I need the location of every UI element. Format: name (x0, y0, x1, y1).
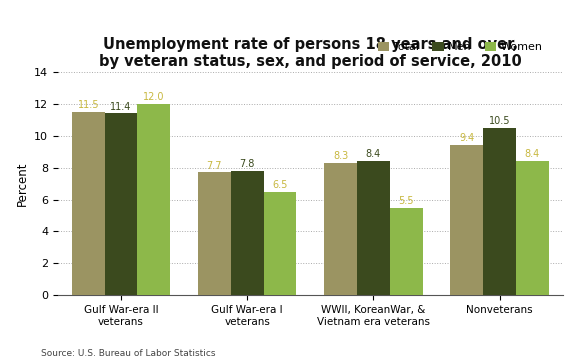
Legend: Total, Men, Women: Total, Men, Women (373, 37, 547, 57)
Text: 6.5: 6.5 (273, 180, 288, 190)
Y-axis label: Percent: Percent (16, 161, 28, 206)
Text: 9.4: 9.4 (459, 134, 474, 143)
Text: 8.3: 8.3 (333, 151, 348, 161)
Bar (357, 161, 390, 295)
Text: 10.5: 10.5 (489, 116, 510, 126)
Bar (516, 161, 549, 295)
Text: 7.7: 7.7 (206, 161, 222, 171)
Text: 5.5: 5.5 (398, 195, 414, 206)
Text: Source: U.S. Bureau of Labor Statistics: Source: U.S. Bureau of Labor Statistics (41, 349, 215, 358)
Bar (231, 171, 264, 295)
Bar (72, 112, 104, 295)
Text: 8.4: 8.4 (366, 149, 381, 159)
Bar (137, 104, 171, 295)
Bar (104, 113, 137, 295)
Text: 11.5: 11.5 (78, 100, 99, 110)
Bar (324, 163, 357, 295)
Bar (390, 207, 423, 295)
Bar (198, 172, 231, 295)
Bar (450, 145, 483, 295)
Title: Unemployment rate of persons 18 years and over,
by veteran status, sex, and peri: Unemployment rate of persons 18 years an… (99, 37, 521, 69)
Text: 8.4: 8.4 (525, 149, 540, 159)
Bar (264, 192, 296, 295)
Text: 11.4: 11.4 (110, 102, 132, 112)
Bar (483, 128, 516, 295)
Text: 12.0: 12.0 (143, 92, 165, 102)
Text: 7.8: 7.8 (240, 159, 255, 169)
